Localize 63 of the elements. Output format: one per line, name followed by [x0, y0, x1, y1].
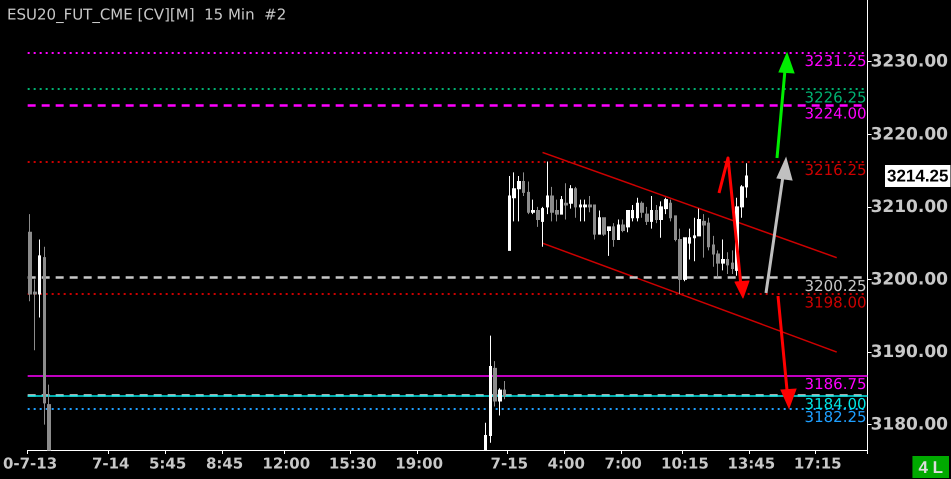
ref-line-label: 3224.00	[804, 104, 867, 123]
x-tick-label: 4:00	[548, 454, 585, 472]
ref-line-label: 3198.00	[804, 293, 867, 312]
candlestick	[503, 380, 506, 400]
candlestick	[569, 184, 573, 210]
candlestick	[38, 239, 41, 318]
candlestick	[640, 200, 644, 218]
ref-line-label: 3216.25	[804, 160, 867, 179]
x-tick-label: 0-7-13	[2, 454, 58, 472]
text: 3214.25	[887, 166, 948, 186]
x-tick-label: 7-15	[490, 454, 528, 472]
candlestick	[669, 199, 672, 222]
candlestick	[564, 182, 568, 220]
candlestick	[655, 204, 658, 224]
ref-line-label: 3231.25	[804, 52, 867, 70]
candlestick	[536, 206, 540, 228]
x-tick-label: 10:15	[661, 454, 709, 472]
x-tick-label: 5:45	[148, 454, 186, 472]
candlestick	[636, 197, 639, 222]
candlestick	[489, 335, 492, 444]
candlestick	[560, 195, 563, 215]
candlestick	[598, 210, 601, 235]
candlestick	[731, 250, 734, 274]
candlestick	[650, 195, 653, 230]
ref-line-label: 3200.25	[804, 277, 867, 296]
candlestick	[726, 252, 729, 274]
candlestick	[546, 160, 549, 215]
ref-line-label: 3226.25	[804, 88, 867, 106]
x-tick-label: 8:45	[206, 454, 244, 472]
candlestick	[612, 222, 615, 248]
x-tick-label: 15:30	[328, 454, 377, 472]
y-tick-label: 3180.00	[870, 414, 948, 435]
y-tick-label: 3230.00	[870, 52, 948, 72]
x-tick-label: 7:00	[604, 454, 642, 472]
candlestick	[527, 180, 530, 215]
candlestick	[574, 186, 577, 218]
candlestick	[47, 384, 51, 450]
candlestick	[602, 217, 606, 236]
candlestick	[583, 199, 587, 222]
candlestick	[43, 246, 46, 426]
text: 4 L	[918, 458, 943, 477]
y-tick-label: 3200.00	[870, 269, 948, 290]
x-tick-label: 17:15	[794, 454, 842, 472]
x-tick-label: 12:00	[262, 454, 310, 472]
candlestick	[721, 239, 725, 271]
candlestick	[617, 219, 620, 240]
y-tick-label: 3210.00	[870, 196, 948, 217]
candlestick	[522, 172, 525, 196]
chart-title: ESU20_FUT_CME [CV][M] 15 Min #2	[7, 6, 286, 24]
y-tick-label: 3220.00	[870, 124, 948, 144]
candlestick	[541, 206, 544, 248]
x-tick-label: 13:45	[727, 454, 776, 472]
candlestick	[531, 199, 535, 215]
candlestick	[498, 388, 502, 416]
candlestick	[621, 219, 625, 233]
candlestick	[493, 360, 497, 407]
x-tick-label: 19:00	[395, 454, 444, 472]
ref-line-label: 3186.75	[804, 375, 867, 394]
candlestick	[645, 206, 649, 226]
candlestick	[607, 226, 611, 256]
candlestick	[702, 214, 706, 258]
y-tick-label: 3190.00	[870, 342, 948, 362]
x-tick-label: 7-14	[92, 454, 130, 472]
